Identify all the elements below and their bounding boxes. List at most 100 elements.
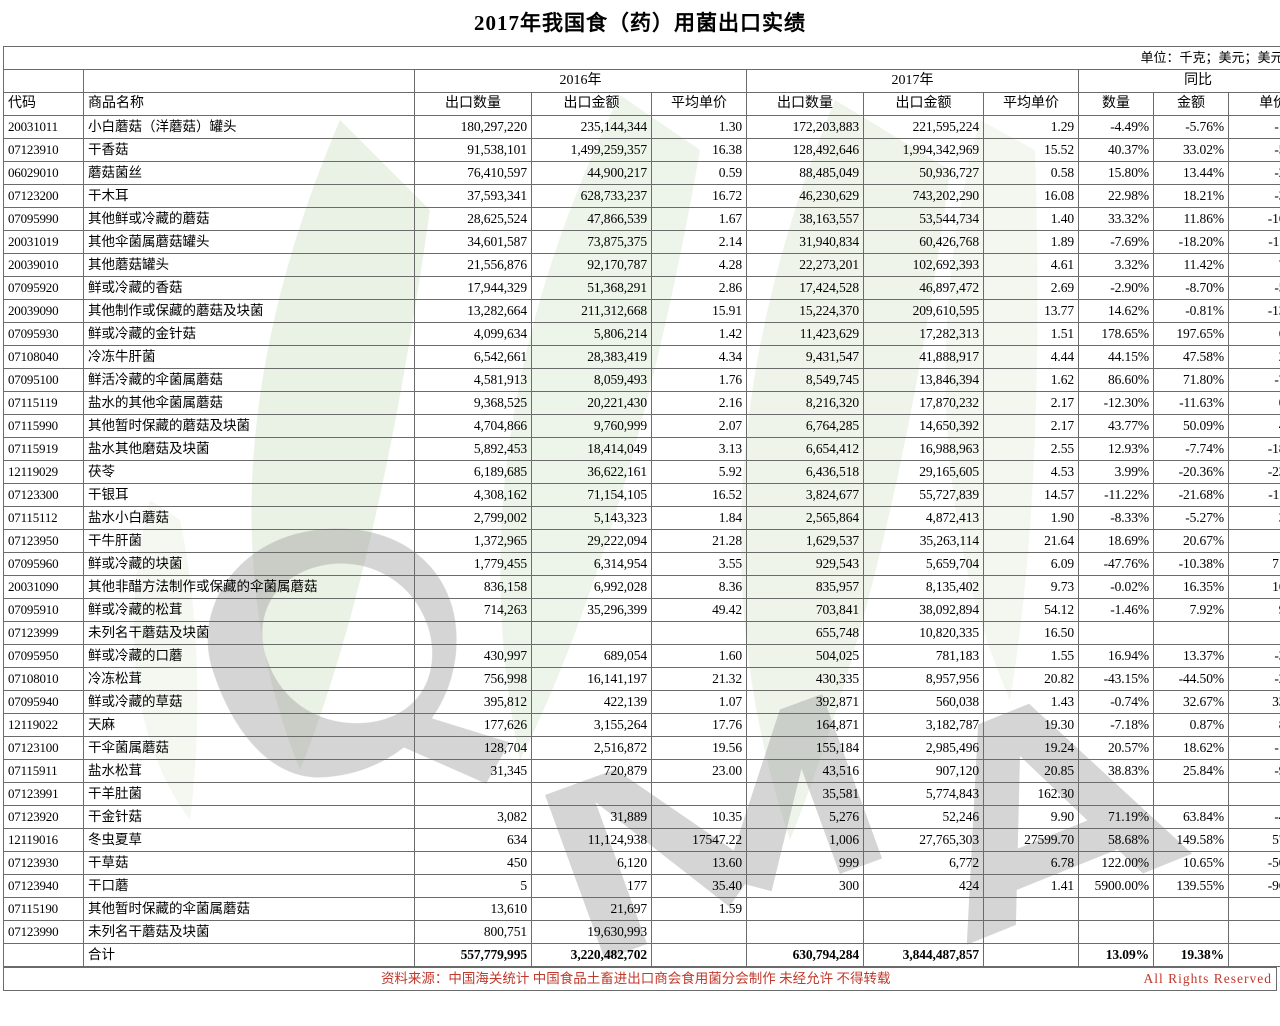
- cell-price-2016: 1.67: [651, 207, 747, 231]
- cell-product: 干伞菌属蘑菇: [83, 736, 415, 760]
- cell-qty-2016: 450: [414, 851, 532, 875]
- cell-code: 07115190: [3, 897, 84, 921]
- cell-yoy-qty: -1.46%: [1078, 598, 1154, 622]
- cell-code: 07095950: [3, 644, 84, 668]
- cell-price-2016: 13.60: [651, 851, 747, 875]
- cell-price-2017: 1.43: [983, 690, 1079, 714]
- cell-yoy-value: [1153, 621, 1229, 645]
- cell-yoy-qty: 20.57%: [1078, 736, 1154, 760]
- cell-price-2016: 1.59: [651, 897, 747, 921]
- cell-value-2017: 27,765,303: [863, 828, 984, 852]
- cell-yoy-qty: 122.00%: [1078, 851, 1154, 875]
- source-note: 资料来源：中国海关统计 中国食品土畜进出口商会食用菌分会制作 未经允许 不得转载: [380, 971, 891, 986]
- cell-qty-2017: [746, 920, 864, 944]
- cell-price-2016: 4.34: [651, 345, 747, 369]
- cell-yoy-value: -11.63%: [1153, 391, 1229, 415]
- cell-code: 07123990: [3, 920, 84, 944]
- total-cell-value-2016: 3,220,482,702: [531, 943, 652, 967]
- cell-yoy-qty: 43.77%: [1078, 414, 1154, 438]
- cell-qty-2016: [414, 782, 532, 806]
- cell-yoy-qty: 3.32%: [1078, 253, 1154, 277]
- cell-code: 12119016: [3, 828, 84, 852]
- cell-price-2017: 14.57: [983, 483, 1079, 507]
- cell-price-2016: 19.56: [651, 736, 747, 760]
- cell-price-2016: 0.59: [651, 161, 747, 185]
- cell-price-2017: 6.78: [983, 851, 1079, 875]
- cell-yoy-value: 71.80%: [1153, 368, 1229, 392]
- column-header-value-2016: 出口金额: [531, 92, 652, 116]
- cell-yoy-qty: 58.68%: [1078, 828, 1154, 852]
- cell-yoy-price: [1227, 920, 1280, 944]
- cell-price-2017: 1.29: [983, 115, 1079, 139]
- cell-code: 12119022: [3, 713, 84, 737]
- cell-qty-2017: 8,549,745: [746, 368, 864, 392]
- cell-value-2016: 19,630,993: [531, 920, 652, 944]
- cell-qty-2016: 37,593,341: [414, 184, 532, 208]
- cell-price-2017: 1.40: [983, 207, 1079, 231]
- cell-price-2016: 16.38: [651, 138, 747, 162]
- cell-qty-2017: 1,629,537: [746, 529, 864, 553]
- cell-yoy-value: 32.67%: [1153, 690, 1229, 714]
- cell-qty-2016: 5,892,453: [414, 437, 532, 461]
- cell-value-2017: 38,092,894: [863, 598, 984, 622]
- table-row: 07123920 干金针菇 3,082 31,889 10.35 5,276 52,246 9…: [3, 805, 1280, 829]
- cell-value-2016: 1,499,259,357: [531, 138, 652, 162]
- cell-yoy-price: 57.29%: [1227, 828, 1280, 852]
- source-row: 资料来源：中国海关统计 中国食品土畜进出口商会食用菌分会制作 未经允许 不得转载…: [3, 967, 1277, 991]
- cell-value-2017: 8,957,956: [863, 667, 984, 691]
- cell-price-2017: 2.17: [983, 414, 1079, 438]
- table-row: 07115911 盐水松茸 31,345 720,879 23.00 43,516 907,…: [3, 759, 1280, 783]
- cell-qty-2017: 31,940,834: [746, 230, 864, 254]
- cell-yoy-value: -18.20%: [1153, 230, 1229, 254]
- cell-yoy-value: -44.50%: [1153, 667, 1229, 691]
- cell-qty-2017: 999: [746, 851, 864, 875]
- cell-qty-2017: 11,423,629: [746, 322, 864, 346]
- cell-product: 干香菇: [83, 138, 415, 162]
- cell-price-2016: 1.60: [651, 644, 747, 668]
- cell-yoy-price: -16.09%: [1227, 207, 1280, 231]
- column-header-code: 代码: [3, 92, 84, 116]
- cell-code: 07108040: [3, 345, 84, 369]
- column-header-value-2017: 出口金额: [863, 92, 984, 116]
- cell-value-2017: 743,202,290: [863, 184, 984, 208]
- table-row: 07095940 鲜或冷藏的草菇 395,812 422,139 1.07 392,871…: [3, 690, 1280, 714]
- cell-value-2017: 5,774,843: [863, 782, 984, 806]
- cell-value-2017: 2,985,496: [863, 736, 984, 760]
- cell-qty-2017: 6,436,518: [746, 460, 864, 484]
- unit-note-row: 单位：千克；美元；美元/千克: [2, 46, 1280, 70]
- cell-value-2016: 8,059,493: [531, 368, 652, 392]
- cell-value-2017: 46,897,472: [863, 276, 984, 300]
- cell-yoy-qty: -12.30%: [1078, 391, 1154, 415]
- cell-qty-2016: 28,625,524: [414, 207, 532, 231]
- cell-yoy-price: 16.38%: [1227, 575, 1280, 599]
- cell-value-2017: 907,120: [863, 759, 984, 783]
- cell-product: 未列名干蘑菇及块菌: [83, 621, 415, 645]
- cell-product: 天麻: [83, 713, 415, 737]
- cell-value-2016: 20,221,430: [531, 391, 652, 415]
- cell-yoy-price: 3.34%: [1227, 506, 1280, 530]
- cell-yoy-price: -3.06%: [1227, 644, 1280, 668]
- table-row: 07115190 其他暂时保藏的伞菌属蘑菇 13,610 21,697 1.59: [3, 897, 1280, 921]
- cell-value-2016: 18,414,049: [531, 437, 652, 461]
- cell-yoy-qty: 71.19%: [1078, 805, 1154, 829]
- cell-price-2017: 16.08: [983, 184, 1079, 208]
- cell-qty-2017: 128,492,646: [746, 138, 864, 162]
- column-header-qty-2017: 出口数量: [746, 92, 864, 116]
- cell-value-2017: 17,282,313: [863, 322, 984, 346]
- column-header-price-2016: 平均单价: [651, 92, 747, 116]
- cell-price-2017: [983, 920, 1079, 944]
- cell-yoy-price: -11.78%: [1227, 483, 1280, 507]
- cell-value-2016: 21,697: [531, 897, 652, 921]
- cell-price-2016: 5.92: [651, 460, 747, 484]
- cell-yoy-qty: [1078, 621, 1154, 645]
- cell-yoy-price: 9.52%: [1227, 598, 1280, 622]
- total-cell-product: 合计: [83, 943, 415, 967]
- cell-code: 07123300: [3, 483, 84, 507]
- cell-price-2016: 2.07: [651, 414, 747, 438]
- cell-yoy-price: 1.67%: [1227, 529, 1280, 553]
- cell-qty-2017: 43,516: [746, 759, 864, 783]
- cell-qty-2016: [414, 621, 532, 645]
- cell-code: 20031011: [3, 115, 84, 139]
- cell-yoy-value: [1153, 782, 1229, 806]
- cell-yoy-value: 18.62%: [1153, 736, 1229, 760]
